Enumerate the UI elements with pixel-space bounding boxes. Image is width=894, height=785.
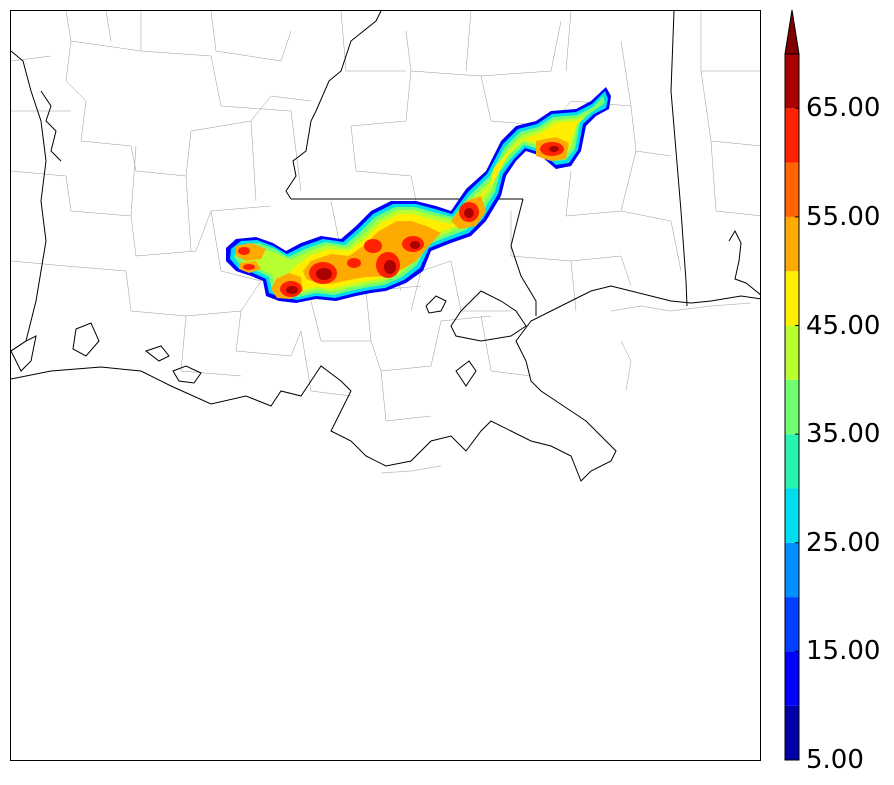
colorbar-bar [784, 10, 800, 761]
colorbar-segment [785, 54, 799, 109]
colorbar-tick-label: 5.00 [806, 745, 864, 775]
colorbar-segment [785, 325, 799, 380]
colorbar-extend-arrow [784, 10, 800, 55]
colorbar-tick-label: 35.00 [806, 419, 881, 450]
colorbar-outline [784, 53, 800, 761]
colorbar: 5.00 15.00 25.00 35.00 45.00 55.00 65.00 [782, 10, 892, 775]
colorbar-tick-label: 55.00 [806, 201, 881, 232]
colorbar-segment [785, 162, 799, 217]
colorbar-tick-label: 25.00 [806, 527, 881, 558]
colorbar-tick-label: 15.00 [806, 636, 881, 667]
colorbar-segment [785, 271, 799, 326]
colorbar-segment [785, 542, 799, 598]
colorbar-tick-label: 65.00 [806, 93, 881, 124]
colorbar-segment [785, 597, 799, 652]
colorbar-tick-label: 45.00 [806, 310, 881, 341]
colorbar-segment [785, 651, 799, 706]
state-borders [11, 11, 688, 352]
reflectivity-field [226, 87, 611, 303]
colorbar-segment [785, 705, 799, 760]
colorbar-segment [785, 434, 799, 489]
shoals [380, 302, 752, 474]
colorbar-segment [785, 108, 799, 163]
colorbar-segment [785, 379, 799, 435]
colorbar-segment [785, 488, 799, 543]
map-canvas [11, 11, 760, 482]
map-panel [10, 10, 761, 761]
coastline [11, 90, 760, 482]
colorbar-segment [785, 216, 799, 272]
